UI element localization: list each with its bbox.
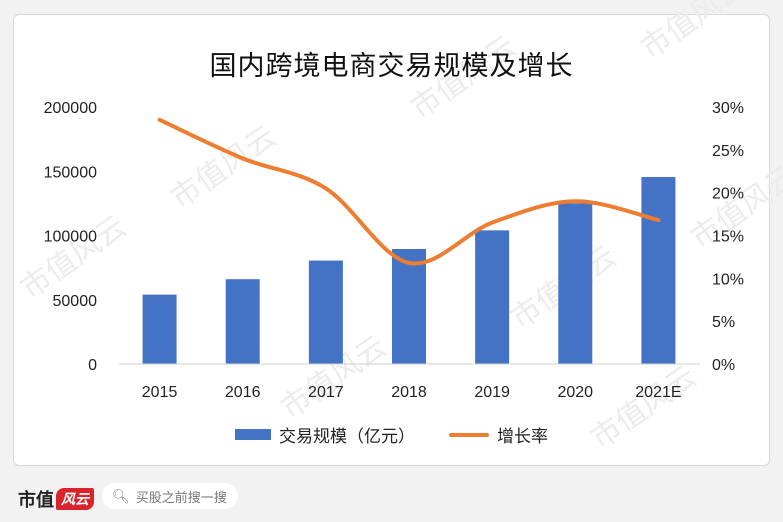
search-placeholder: 买股之前搜一搜: [135, 489, 227, 505]
search-icon: 🔍︎: [112, 487, 130, 504]
y-right-tick: 20%: [712, 186, 744, 203]
x-tick: 2019: [474, 384, 510, 401]
y-left-tick: 100000: [44, 229, 97, 246]
x-tick: 2020: [557, 384, 593, 401]
x-tick-labels: 2015 2016 2017 2018 2019 2020 2021E: [142, 384, 682, 401]
x-tick: 2016: [225, 384, 261, 401]
legend-item-growth: 增长率: [449, 422, 548, 447]
search-box[interactable]: 🔍︎ 买股之前搜一搜: [102, 483, 238, 509]
legend-label-volume: 交易规模（亿元）: [279, 427, 415, 446]
legend-swatch-bar: [235, 429, 271, 440]
y-right-tick: 25%: [712, 143, 744, 160]
brand-logo: 市值 风云: [18, 486, 94, 512]
watermark-text: 市值风云: [15, 210, 132, 306]
legend: 交易规模（亿元） 增长率: [0, 422, 783, 447]
bar-2016: [225, 279, 260, 364]
y-right-tick-labels: 0% 5% 10% 15% 20% 25% 30%: [712, 100, 744, 374]
x-tick: 2015: [142, 384, 178, 401]
bar-2019: [475, 230, 510, 364]
y-left-tick: 150000: [44, 164, 97, 181]
y-right-tick: 15%: [712, 229, 744, 246]
bar-2015: [142, 294, 177, 364]
legend-item-volume: 交易规模（亿元）: [235, 422, 415, 447]
chart-title: 国内跨境电商交易规模及增长: [209, 51, 574, 81]
y-right-tick: 30%: [712, 100, 744, 117]
chart-area: 市值风云市值风云市值风云市值风云市值风云市值风云市值风云市值风云 0500001…: [15, 29, 745, 456]
legend-label-growth: 增长率: [497, 427, 548, 446]
brand-text: 市值: [18, 490, 54, 510]
x-tick: 2017: [308, 384, 344, 401]
bar-series: [142, 177, 676, 364]
y-right-tick: 10%: [712, 271, 744, 288]
x-tick: 2018: [391, 384, 427, 401]
y-right-tick: 5%: [712, 314, 735, 331]
y-right-tick: 0%: [712, 357, 735, 374]
footer-bar: 市值 风云 🔍︎ 买股之前搜一搜: [0, 470, 783, 522]
legend-swatch-line: [449, 432, 489, 437]
bar-2021E: [641, 177, 676, 364]
x-tick: 2021E: [635, 384, 681, 401]
line-series: [157, 117, 661, 266]
y-left-tick: 0: [88, 357, 97, 374]
brand-mark: 风云: [56, 488, 94, 510]
bar-2017: [308, 260, 343, 364]
y-left-tick: 50000: [53, 293, 98, 310]
bar-2018: [392, 248, 426, 364]
bar-2020: [558, 203, 593, 364]
y-left-tick: 200000: [44, 100, 97, 117]
y-left-tick-labels: 0 50000 100000 150000 200000: [44, 100, 97, 374]
